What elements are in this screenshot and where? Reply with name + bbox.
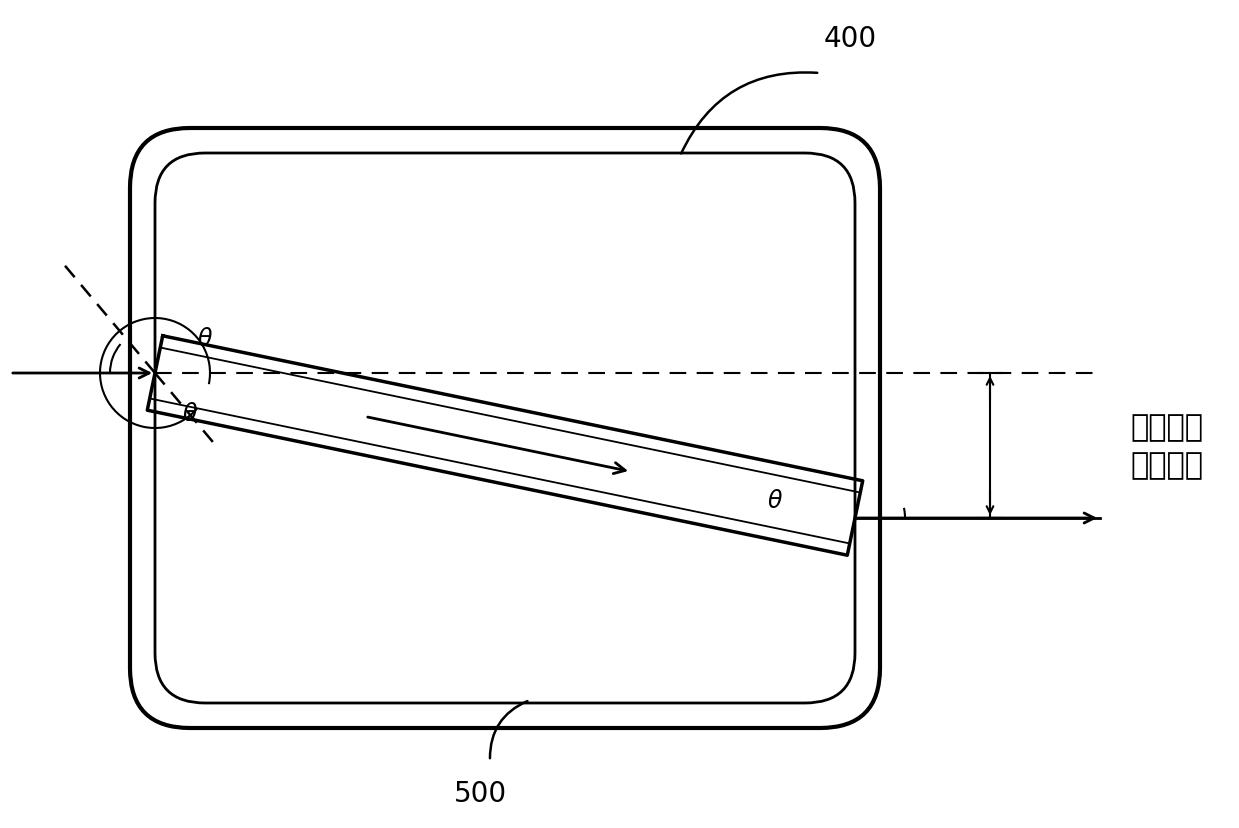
Text: $\theta$: $\theta$: [767, 489, 783, 513]
Text: 400: 400: [824, 25, 876, 53]
Text: $\theta$: $\theta$: [182, 402, 198, 426]
FancyBboxPatch shape: [130, 129, 880, 728]
Text: 空间位置
横向偏差: 空间位置 横向偏差: [1130, 413, 1203, 480]
Text: $\theta$: $\theta$: [197, 326, 213, 350]
Text: 500: 500: [453, 779, 507, 807]
